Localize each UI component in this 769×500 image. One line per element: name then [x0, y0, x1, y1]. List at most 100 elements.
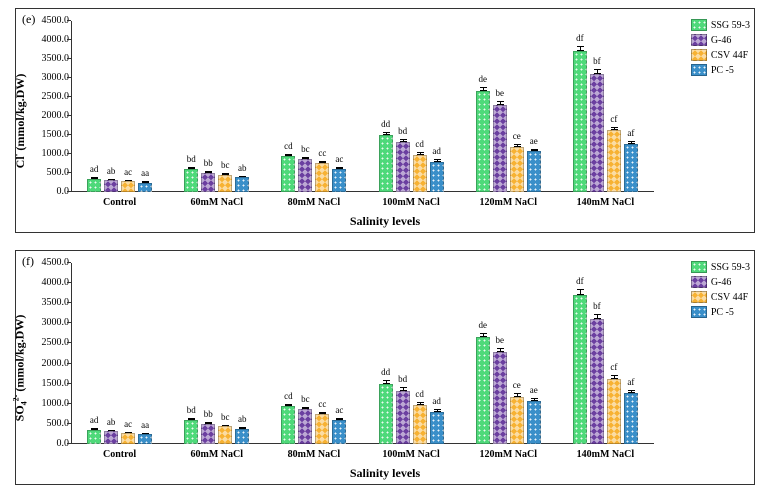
error-bar — [534, 149, 535, 152]
legend-swatch — [691, 19, 707, 31]
bar — [573, 51, 587, 192]
bar-label: ad — [432, 147, 441, 156]
error-bar — [403, 387, 404, 390]
bar — [607, 130, 621, 192]
xlabel-e: Salinity levels — [16, 214, 754, 229]
ytick: 2500.0 — [29, 338, 69, 348]
bar — [624, 393, 638, 444]
bar-label: ce — [513, 381, 521, 390]
ytick: 4000.0 — [29, 35, 69, 45]
error-bar — [437, 159, 438, 161]
bar — [104, 180, 118, 192]
xtick: 120mM NaCl — [480, 449, 538, 460]
legend-swatch — [691, 306, 707, 318]
legend-item: PC -5 — [691, 64, 750, 76]
bar — [315, 163, 329, 192]
error-bar — [483, 87, 484, 92]
bar-label: af — [627, 129, 634, 138]
bar-label: ae — [530, 137, 538, 146]
error-bar — [517, 393, 518, 396]
bar-label: bf — [593, 57, 601, 66]
bar-label: bd — [398, 127, 407, 136]
error-bar — [145, 433, 146, 434]
bar-label: df — [576, 277, 584, 286]
legend-item: CSV 44F — [691, 291, 750, 303]
error-bar — [288, 404, 289, 406]
error-bar — [420, 402, 421, 405]
page: (e) Cl- (mmol/kg.DW) 0.0500.01000.01500.… — [0, 0, 769, 500]
error-bar — [128, 432, 129, 433]
xtick: 60mM NaCl — [191, 197, 244, 208]
bar — [493, 105, 507, 192]
bar-label: aa — [141, 169, 149, 178]
legend-label: PC -5 — [711, 307, 734, 318]
error-bar — [386, 380, 387, 384]
xtick: Control — [103, 449, 136, 460]
error-bar — [305, 407, 306, 409]
ytick: 500.0 — [29, 168, 69, 178]
legend-item: SSG 59-3 — [691, 261, 750, 273]
ytick: 1000.0 — [29, 149, 69, 159]
legend-item: PC -5 — [691, 306, 750, 318]
error-bar — [500, 101, 501, 105]
bar — [527, 151, 541, 192]
bar — [104, 431, 118, 444]
bar-label: ab — [238, 415, 247, 424]
bar-label: bb — [204, 410, 213, 419]
bar — [590, 74, 604, 192]
error-bar — [420, 152, 421, 155]
bar-label: ad — [432, 397, 441, 406]
error-bar — [534, 398, 535, 401]
xtick: 140mM NaCl — [577, 197, 635, 208]
ylabel-f: SO42- (mmol/kg.DW) — [11, 314, 28, 421]
ytick: 4500.0 — [29, 258, 69, 268]
error-bar — [322, 161, 323, 163]
legend-label: G-46 — [711, 277, 732, 288]
legend-swatch — [691, 291, 707, 303]
bar-label: cf — [610, 115, 617, 124]
bar-label: bc — [301, 395, 310, 404]
ytick: 2500.0 — [29, 92, 69, 102]
legend-swatch — [691, 276, 707, 288]
error-bar — [580, 46, 581, 52]
legend-label: PC -5 — [711, 65, 734, 76]
legend-item: SSG 59-3 — [691, 19, 750, 31]
bar — [379, 135, 393, 192]
error-bar — [437, 409, 438, 411]
bar — [573, 295, 587, 444]
bar-label: bd — [187, 155, 196, 164]
bar — [138, 183, 152, 193]
bar-label: bc — [301, 145, 310, 154]
legend-item: CSV 44F — [691, 49, 750, 61]
error-bar — [339, 167, 340, 169]
bar-label: ac — [124, 168, 132, 177]
bar-label: af — [627, 378, 634, 387]
bar-label: ab — [107, 167, 116, 176]
bar-label: be — [496, 336, 505, 345]
legend-label: SSG 59-3 — [711, 262, 750, 273]
legend-label: CSV 44F — [711, 292, 748, 303]
bar — [218, 426, 232, 444]
error-bar — [614, 127, 615, 131]
bar-label: df — [576, 34, 584, 43]
bar-label: ac — [335, 155, 343, 164]
error-bar — [191, 167, 192, 169]
error-bar — [288, 154, 289, 156]
error-bar — [517, 144, 518, 147]
bar-label: bb — [204, 159, 213, 168]
bar — [527, 401, 541, 444]
bar — [413, 405, 427, 444]
error-bar — [631, 390, 632, 393]
ytick: 2000.0 — [29, 111, 69, 121]
bar — [218, 175, 232, 192]
xlabel-f: Salinity levels — [16, 466, 754, 481]
bar-label: bc — [221, 413, 230, 422]
bar-label: ab — [107, 418, 116, 427]
error-bar — [111, 430, 112, 431]
bar — [235, 177, 249, 192]
legend-swatch — [691, 261, 707, 273]
bar — [332, 420, 346, 444]
bar-label: ab — [238, 164, 247, 173]
bar-label: cc — [318, 149, 326, 158]
error-bar — [403, 139, 404, 142]
